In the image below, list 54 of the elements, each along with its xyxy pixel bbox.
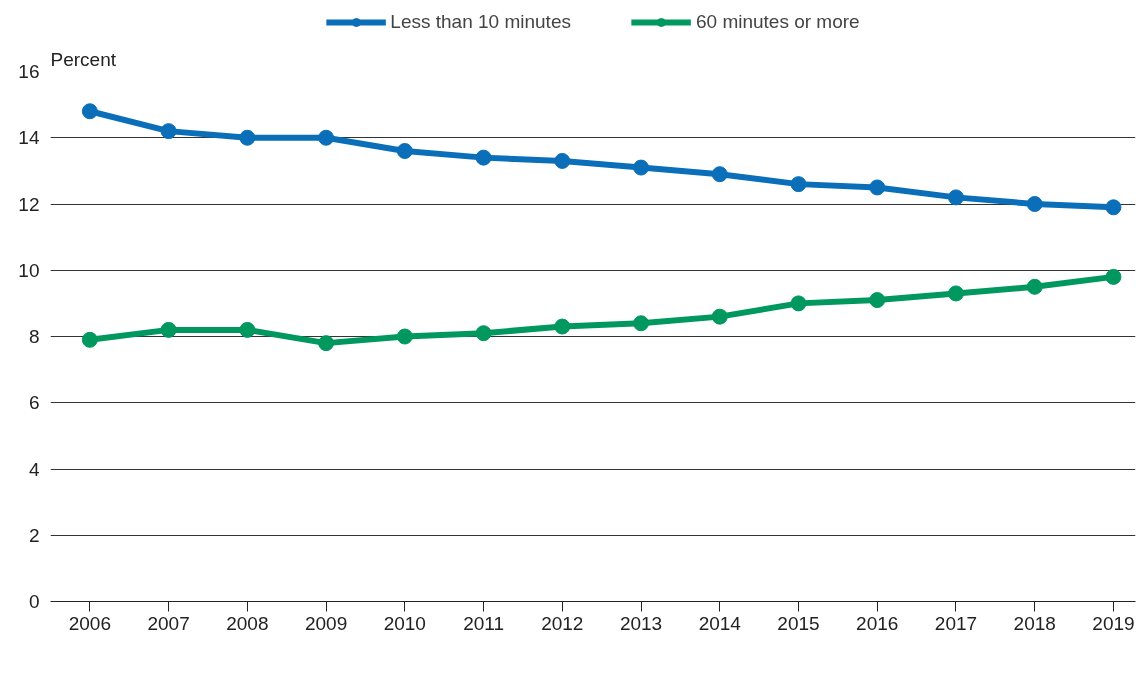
x-tick-label: 2016: [856, 612, 899, 634]
point: [81, 331, 98, 348]
point: [711, 308, 728, 325]
y-tick-label: 2: [28, 524, 40, 546]
point: [869, 292, 886, 309]
point: [1105, 268, 1122, 285]
point: [160, 321, 177, 338]
point: [633, 315, 650, 332]
x-tick-label: 2014: [698, 612, 742, 634]
y-tick-label: 14: [18, 127, 40, 149]
point: [239, 321, 256, 338]
point: [633, 159, 650, 176]
x-tick-label: 2009: [304, 612, 348, 634]
point: [554, 318, 571, 335]
x-tick-label: 2010: [383, 612, 426, 634]
point: [554, 152, 571, 169]
x-tick-label: 2019: [1092, 612, 1135, 634]
point: [711, 166, 728, 183]
x-tick-label: 2007: [147, 612, 190, 634]
point: [475, 325, 492, 342]
point: [869, 179, 886, 196]
y-tick-label: 6: [28, 392, 40, 414]
legend-label: 60 minutes or more: [695, 11, 860, 33]
point: [318, 129, 335, 146]
x-tick-label: 2008: [226, 612, 269, 634]
point: [239, 129, 256, 146]
y-tick-label: 0: [28, 591, 40, 612]
y-tick-label: 16: [18, 61, 40, 82]
point: [790, 176, 807, 193]
x-tick-label: 2018: [1013, 612, 1056, 634]
x-tick-label: 2012: [541, 612, 584, 634]
point: [396, 143, 413, 159]
x-tick-label: 2013: [619, 612, 663, 634]
y-tick-label: 12: [18, 193, 40, 215]
x-tick-label: 2017: [934, 612, 978, 634]
point: [1026, 278, 1043, 295]
point: [947, 285, 964, 302]
legend-label: Less than 10 minutes: [390, 11, 571, 33]
point: [790, 295, 807, 312]
point: [81, 103, 98, 120]
point: [475, 149, 492, 166]
y-tick-label: 8: [28, 326, 40, 347]
point: [947, 189, 964, 206]
x-tick-label: 2006: [68, 612, 112, 634]
point: [318, 335, 335, 352]
y-tick-label: 4: [28, 458, 40, 480]
point: [1105, 199, 1122, 216]
x-tick-label: 2015: [777, 612, 820, 634]
point: [396, 328, 413, 345]
point: [1026, 196, 1043, 212]
x-tick-label: 2011: [463, 612, 504, 634]
point: [160, 123, 177, 140]
y-tick-label: 10: [18, 259, 40, 281]
y-axis-title: Percent: [50, 48, 117, 70]
